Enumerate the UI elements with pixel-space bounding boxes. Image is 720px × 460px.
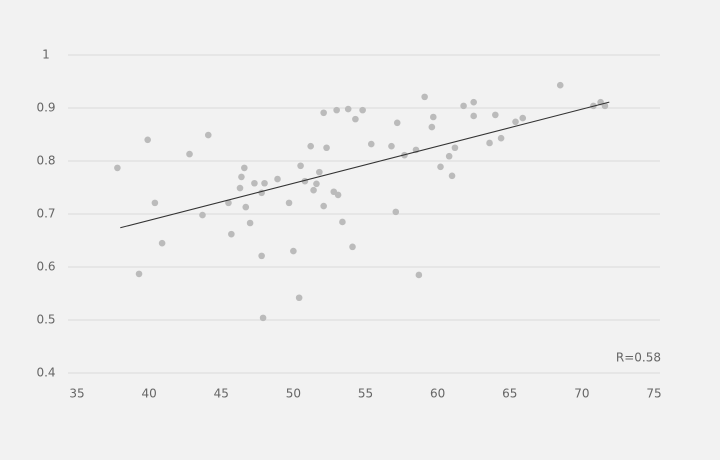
- point: [274, 175, 281, 183]
- y-tick-label: 0.6: [36, 260, 55, 274]
- x-tick-label: 70: [574, 387, 589, 401]
- point: [352, 115, 359, 123]
- y-tick-label: 0.9: [36, 101, 55, 115]
- x-tick-label: 35: [69, 387, 84, 401]
- point: [313, 180, 320, 188]
- point: [114, 164, 121, 172]
- point: [144, 136, 151, 144]
- point: [246, 219, 254, 227]
- point: [392, 208, 400, 216]
- point: [445, 152, 453, 160]
- point: [388, 142, 395, 150]
- point: [415, 271, 423, 279]
- point: [236, 184, 244, 192]
- point: [421, 93, 428, 101]
- point: [451, 144, 459, 152]
- y-tick-label: 0.7: [36, 207, 55, 221]
- point: [228, 230, 235, 238]
- y-tick-label: 0.4: [36, 366, 55, 380]
- point: [258, 252, 265, 260]
- point: [470, 98, 477, 106]
- x-tick-label: 75: [646, 387, 661, 401]
- point: [285, 199, 293, 207]
- point: [241, 164, 248, 172]
- x-tick-label: 50: [286, 387, 301, 401]
- point: [307, 142, 314, 150]
- point: [428, 123, 436, 131]
- point: [339, 218, 346, 226]
- point: [261, 179, 268, 187]
- x-tick-label: 65: [502, 387, 517, 401]
- point: [316, 168, 323, 176]
- point: [199, 211, 206, 219]
- point: [393, 119, 401, 127]
- point: [320, 109, 327, 117]
- annotation: R=0.58: [616, 351, 661, 365]
- point: [470, 112, 477, 120]
- point: [486, 139, 493, 147]
- point: [242, 203, 250, 211]
- point: [225, 199, 232, 207]
- point: [320, 202, 327, 210]
- point: [238, 173, 245, 181]
- point: [349, 243, 356, 251]
- point: [497, 134, 505, 142]
- x-tick-label: 60: [430, 387, 445, 401]
- point: [601, 102, 609, 110]
- y-tick-label: 1: [42, 48, 50, 62]
- point: [151, 199, 159, 207]
- point: [251, 179, 258, 187]
- point: [367, 140, 375, 148]
- point: [323, 144, 330, 152]
- point: [344, 105, 352, 113]
- point: [334, 191, 342, 199]
- point: [186, 150, 193, 158]
- y-tick-label: 0.5: [36, 313, 55, 327]
- point: [460, 102, 467, 110]
- x-tick-label: 40: [141, 387, 156, 401]
- point: [492, 111, 499, 119]
- point: [295, 294, 303, 302]
- point: [297, 162, 304, 170]
- point: [333, 106, 340, 114]
- point: [290, 247, 297, 255]
- x-tick-label: 45: [214, 387, 229, 401]
- point: [204, 131, 212, 139]
- point: [519, 114, 527, 122]
- x-tick-label: 55: [358, 387, 373, 401]
- point: [448, 172, 456, 180]
- point: [556, 81, 564, 89]
- trendline: [120, 101, 610, 229]
- point: [259, 314, 267, 322]
- y-tick-label: 0.8: [36, 154, 55, 168]
- point: [512, 118, 519, 126]
- point: [429, 113, 437, 121]
- point: [359, 106, 366, 114]
- point: [437, 163, 444, 171]
- point: [158, 239, 166, 247]
- point: [135, 270, 143, 278]
- point: [310, 186, 317, 194]
